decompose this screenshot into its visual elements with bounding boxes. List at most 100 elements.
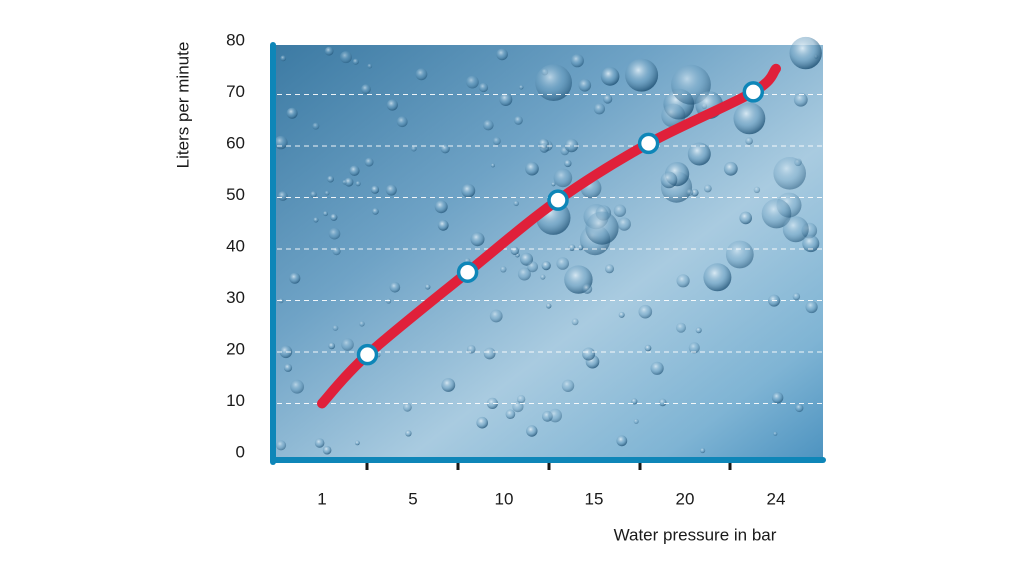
bubble (725, 240, 754, 269)
bubble (483, 119, 494, 131)
bubble (322, 445, 332, 455)
bubble (352, 58, 359, 65)
bubble (703, 263, 732, 292)
bubble (658, 398, 667, 407)
bubble (330, 213, 338, 221)
bubble (513, 200, 519, 207)
axes (270, 42, 826, 470)
data-point-marker (456, 261, 479, 283)
y-tick-label: 0 (236, 442, 245, 461)
bubble (328, 342, 336, 350)
bubble (617, 217, 631, 231)
bubble (600, 67, 620, 86)
bubble (466, 344, 476, 354)
bubble (625, 58, 659, 92)
bubble (745, 137, 753, 145)
bubble (437, 219, 449, 231)
bubble (478, 82, 489, 93)
bubble (396, 116, 408, 128)
bubbles-background (274, 36, 822, 455)
bubble (324, 46, 334, 56)
bubble (686, 188, 694, 196)
bubble (405, 430, 412, 437)
bubble (802, 235, 820, 253)
bubble (370, 185, 380, 194)
bubble (568, 244, 576, 252)
bubble (660, 171, 678, 189)
bubble (313, 217, 319, 223)
bubble (492, 137, 501, 145)
bubble (585, 211, 619, 245)
bubble (616, 435, 628, 447)
x-axis-label: Water pressure in bar (614, 525, 777, 544)
bubble (286, 107, 298, 119)
bubble (593, 103, 606, 115)
bubble (339, 51, 352, 64)
bubble (546, 303, 552, 309)
bubble (277, 191, 288, 201)
bubble (761, 198, 792, 229)
x-tick-label: 15 (585, 489, 604, 508)
bubble (411, 145, 417, 152)
bubble (283, 363, 293, 372)
bubble (688, 342, 700, 354)
y-tick-label: 10 (226, 391, 245, 410)
bubble (500, 266, 507, 273)
bubble (753, 186, 761, 193)
bubble (328, 227, 341, 240)
bubble (403, 402, 412, 412)
y-tick-label: 30 (226, 288, 245, 307)
bubble (517, 267, 531, 281)
data-point-marker (637, 132, 660, 155)
bubble (461, 183, 476, 198)
bubble (805, 300, 818, 314)
bubble (541, 261, 551, 271)
series-liters-per-minute (317, 63, 781, 409)
bubble (613, 204, 627, 217)
bubble (795, 403, 804, 413)
bubble (564, 159, 572, 168)
bubble (359, 321, 365, 327)
bubble (535, 64, 572, 101)
x-tick-label: 24 (767, 489, 786, 508)
bubble (323, 211, 328, 217)
bubble (280, 55, 287, 62)
bubble (782, 216, 809, 243)
bubble (516, 395, 526, 404)
bubble (553, 168, 573, 188)
bubble (361, 84, 371, 95)
y-tick-label: 60 (226, 133, 245, 152)
bubble (332, 247, 341, 256)
bubble (324, 190, 330, 196)
bubble (605, 264, 614, 274)
bubble (556, 257, 569, 270)
x-tick-labels: 1 5 10 15 20 24 (317, 489, 785, 508)
x-tick-label: 5 (408, 489, 417, 508)
bubble (561, 379, 575, 392)
bubble (540, 274, 546, 280)
bubble (385, 184, 397, 196)
data-point-marker (742, 81, 765, 103)
bubble (499, 93, 513, 106)
bubble (519, 85, 524, 90)
bubble (695, 327, 702, 334)
bubble (355, 440, 360, 446)
bubble (733, 102, 766, 135)
y-tick-label: 80 (226, 30, 245, 49)
bubble (490, 163, 495, 168)
x-tick-label: 1 (317, 489, 326, 508)
bubble (676, 274, 690, 288)
y-tick-label: 40 (226, 236, 245, 255)
bubble (773, 157, 806, 190)
bubble (771, 392, 784, 404)
bubble (327, 175, 334, 183)
bubble (364, 157, 374, 167)
bubble (466, 75, 479, 89)
bubble (638, 304, 653, 319)
bubble (367, 63, 373, 69)
bubble (441, 378, 456, 392)
bubble (618, 311, 625, 318)
bubble (386, 99, 398, 111)
bubble (415, 68, 428, 81)
